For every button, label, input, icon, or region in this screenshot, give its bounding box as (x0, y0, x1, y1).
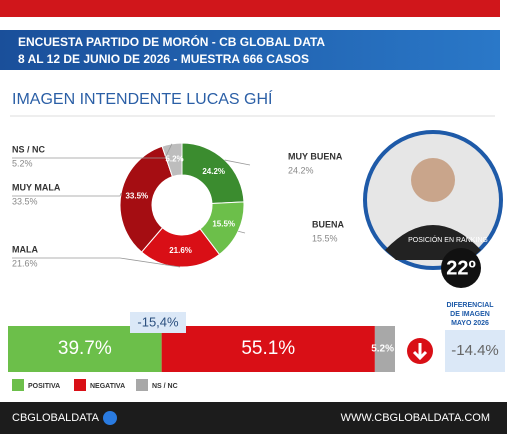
slice-label: 33.5% (125, 191, 148, 200)
annotation-box (130, 312, 186, 333)
down-arrow (412, 343, 428, 361)
category-label: MUY BUENA (288, 151, 343, 161)
category-value: 15.5% (312, 233, 338, 243)
category-label: MALA (12, 244, 38, 254)
footer-url: WWW.CBGLOBALDATA.COM (341, 412, 490, 424)
category-label: MUY MALA (12, 182, 61, 192)
pie-slice (161, 142, 183, 178)
header-band (0, 30, 500, 70)
bar-segment (8, 326, 162, 372)
footer (0, 402, 507, 434)
verified-icon (103, 411, 117, 425)
leader-line (238, 230, 246, 234)
leader-line (12, 193, 122, 197)
category-value: 24.2% (288, 165, 314, 175)
slice-label: 5.2% (165, 155, 183, 164)
pie-slice (181, 142, 245, 205)
bar-label: 39.7% (58, 338, 112, 359)
category-label: NS / NC (12, 144, 46, 154)
bar-segment (161, 326, 375, 372)
top-stripe (0, 0, 500, 17)
slice-label: 21.6% (169, 246, 192, 255)
annotation: -15,4% (137, 314, 179, 329)
portrait-face (411, 158, 455, 202)
comparison-title: DIFERENCIAL (446, 302, 494, 309)
leader-line (12, 143, 173, 159)
comparison-value: -14.4% (451, 342, 499, 359)
ranking-value: 22º (446, 257, 476, 279)
legend-label: POSITIVA (28, 383, 60, 390)
legend-label: NEGATIVA (90, 383, 125, 390)
ranking-label: POSICIÓN EN RANKING (408, 235, 488, 244)
bar-segment (374, 326, 395, 372)
header-line: ENCUESTA PARTIDO DE MORÓN - CB GLOBAL DA… (18, 34, 325, 49)
comparison-box (445, 330, 505, 372)
slice-label: 24.2% (202, 167, 225, 176)
pie-slice (119, 145, 174, 253)
category-label: BUENA (312, 219, 345, 229)
comparison-title: DE IMAGEN (450, 311, 490, 318)
header-line: 8 AL 12 DE JUNIO DE 2026 - MUESTRA 666 C… (18, 52, 309, 66)
category-value: 33.5% (12, 196, 38, 206)
subtitle: IMAGEN INTENDENTE LUCAS GHÍ (12, 89, 273, 108)
bar-label: 5.2% (371, 344, 394, 355)
footer-brand: CBGLOBALDATA (12, 412, 100, 424)
leader-line (224, 159, 251, 166)
slice-label: 15.5% (212, 220, 235, 229)
comparison-title: MAYO 2026 (451, 320, 489, 327)
category-value: 21.6% (12, 258, 38, 268)
leader-line (12, 257, 181, 268)
bar-label: 55.1% (241, 338, 295, 359)
ranking-badge (441, 248, 481, 288)
legend-swatch (74, 379, 86, 391)
legend-swatch (136, 379, 148, 391)
legend-swatch (12, 379, 24, 391)
legend-label: NS / NC (152, 383, 178, 390)
category-value: 5.2% (12, 158, 33, 168)
